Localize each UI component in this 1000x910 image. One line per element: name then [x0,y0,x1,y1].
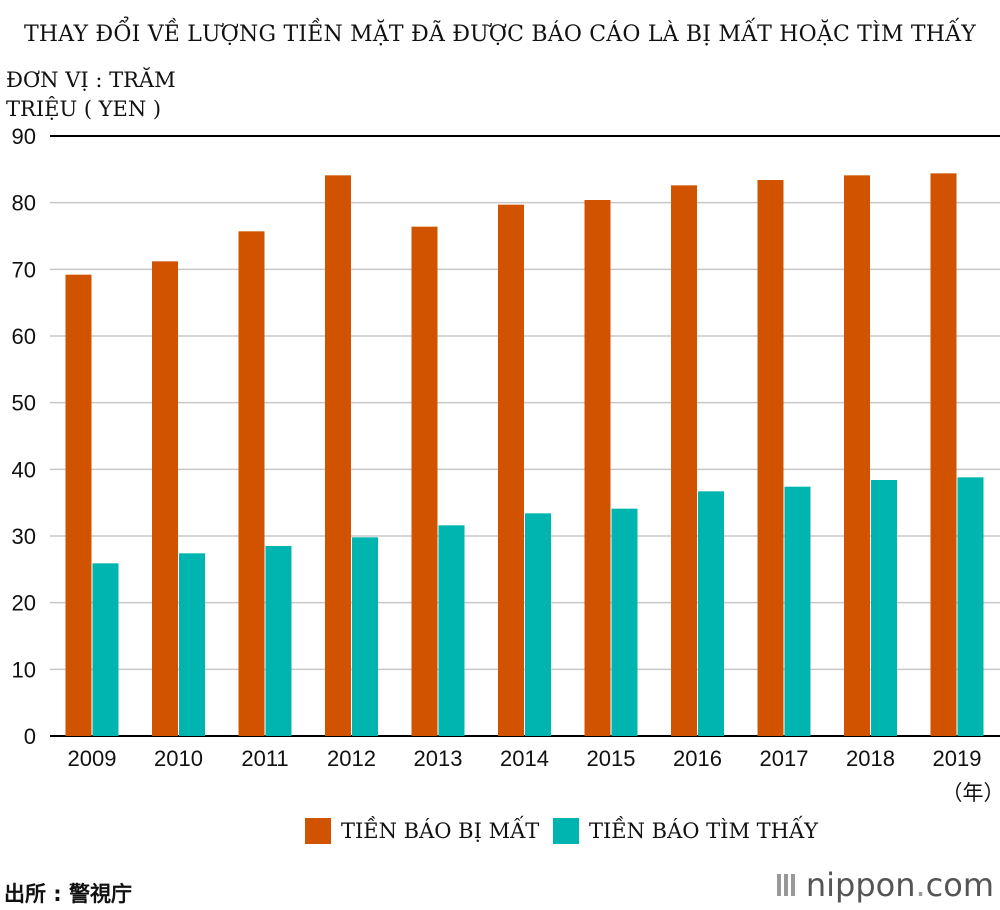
x-unit-label: （年） [942,781,1000,805]
x-tick-label-2016: 2016 [673,746,722,771]
bar-lost-2012 [325,175,351,737]
bar-found-2011 [265,546,292,736]
source-note: 出所 : 警視庁 [4,882,133,906]
legend-swatch-found [553,818,579,844]
y-tick-label-40: 40 [12,457,36,482]
bar-found-2015 [611,508,638,736]
bar-chart: 0 10 20 30 40 50 60 70 80 90 2009 2010 2011 2012 2013 2… [12,124,1000,805]
bar-lost-2017 [757,180,784,736]
bar-lost-2014 [498,204,524,736]
legend-item-found: TIỀN BÁO TÌM THẤY [553,818,818,844]
bar-found-2014 [525,513,551,736]
bar-lost-2018 [844,175,870,737]
y-tick-label-60: 60 [12,324,36,349]
bar-found-2017 [784,486,811,736]
brand-dot: . [915,866,926,904]
x-tick-label-2019: 2019 [933,746,982,771]
y-tick-label-20: 20 [12,591,36,616]
bar-lost-2010 [152,261,178,736]
x-tick-label-2009: 2009 [68,746,117,771]
bar-lost-2016 [671,185,697,737]
bar-lost-2019 [930,173,957,737]
x-tick-label-2010: 2010 [154,746,203,771]
x-tick-label-2014: 2014 [500,746,549,771]
brand-name: nippon [805,866,916,904]
legend-swatch-lost [305,818,331,844]
y-tick-label-50: 50 [12,391,36,416]
y-tick-label-30: 30 [12,524,36,549]
bar-found-2018 [871,480,897,736]
bar-lost-2015 [584,200,611,736]
bar-found-2019 [957,477,984,736]
x-tick-label-2011: 2011 [241,746,288,771]
y-tick-label-90: 90 [12,124,36,149]
legend-item-lost: TIỀN BÁO BỊ MẤT [305,818,539,844]
x-tick-label-2015: 2015 [587,746,636,771]
bar-lost-2011 [238,231,265,737]
y-tick-label-80: 80 [12,191,36,216]
legend-label-lost: TIỀN BÁO BỊ MẤT [341,819,540,843]
chart-title: THAY ĐỔI VỀ LƯỢNG TIỀN MẶT ĐÃ ĐƯỢC BÁO C… [24,22,976,47]
brand-mark-icon [776,874,798,896]
nippon-logo: nippon. com [776,866,994,904]
y-tick-label-10: 10 [12,657,36,682]
bar-found-2016 [698,491,724,736]
x-tick-label-2012: 2012 [327,746,376,771]
y-tick-label-0: 0 [24,724,36,749]
bar-found-2012 [352,537,378,736]
brand-tld: com [925,866,994,904]
bar-lost-2009 [65,274,92,736]
bar-lost-2013 [411,226,438,736]
y-tick-label-70: 70 [12,257,36,282]
y-unit-label-line1: ĐƠN VỊ : TRĂM [6,68,176,92]
bar-found-2013 [438,525,465,736]
legend-label-found: TIỀN BÁO TÌM THẤY [589,819,819,843]
bar-found-2009 [92,563,119,736]
y-unit-label-line2: TRIỆU ( YEN ) [6,97,162,121]
x-tick-label-2017: 2017 [760,746,809,771]
x-tick-label-2013: 2013 [414,746,463,771]
bar-found-2010 [179,553,205,736]
x-tick-label-2018: 2018 [846,746,895,771]
